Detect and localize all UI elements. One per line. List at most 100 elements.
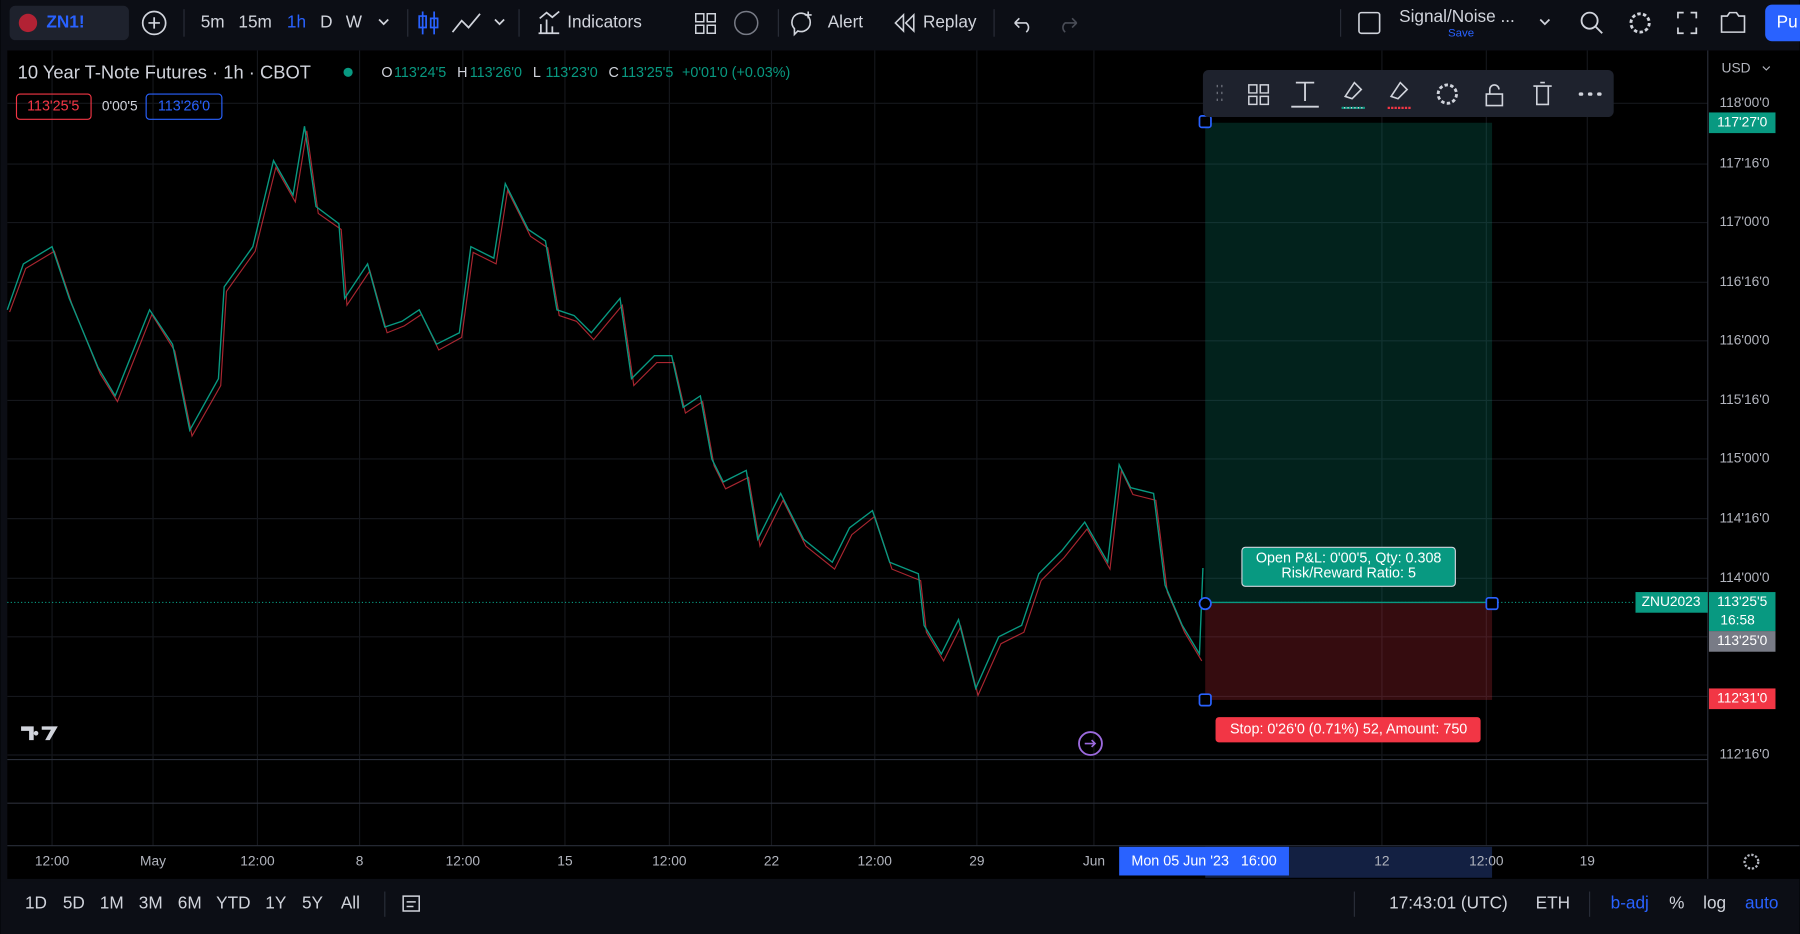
- scale-option[interactable]: b-adj: [1611, 893, 1649, 913]
- range-button[interactable]: 1Y: [265, 893, 287, 913]
- save-button[interactable]: Save: [1448, 27, 1474, 39]
- settings-icon[interactable]: [1436, 83, 1458, 105]
- fullscreen-icon[interactable]: [1677, 11, 1698, 35]
- jump-arrow: [1084, 739, 1097, 748]
- target-price: 117'27'0: [1717, 114, 1767, 129]
- range-button[interactable]: 1D: [25, 893, 47, 913]
- range-button[interactable]: 1M: [100, 893, 124, 913]
- stop-price: 112'31'0: [1717, 690, 1767, 705]
- ohlc-label: H: [457, 65, 467, 81]
- jump-icon[interactable]: [1078, 731, 1103, 756]
- layouts-icon[interactable]: [695, 13, 717, 35]
- bottom-bar: [0, 881, 1800, 934]
- templates-icon[interactable]: [734, 10, 759, 36]
- time-label: 22: [764, 853, 779, 868]
- handle[interactable]: [1198, 693, 1212, 707]
- time-label: 12:00: [35, 853, 70, 868]
- range-button[interactable]: All: [341, 893, 360, 913]
- last-price-badge: [1708, 592, 1776, 632]
- template-icon[interactable]: [1248, 84, 1270, 106]
- dropdown-icon[interactable]: [1762, 66, 1771, 71]
- ohlc-label: O: [381, 65, 392, 81]
- range-button[interactable]: YTD: [216, 893, 250, 913]
- interval-button[interactable]: 1h: [287, 11, 306, 31]
- replay-icon[interactable]: [894, 12, 915, 33]
- time-label: 12:00: [240, 853, 275, 868]
- text-icon[interactable]: [1291, 81, 1319, 108]
- candles-icon[interactable]: [418, 11, 439, 35]
- handle[interactable]: [1198, 115, 1212, 129]
- time-label: 12:00: [858, 853, 893, 868]
- time-label: 12:00: [446, 853, 481, 868]
- replay-button[interactable]: Replay: [923, 11, 977, 31]
- symbol-button[interactable]: [9, 5, 129, 41]
- date-range-icon[interactable]: [402, 895, 420, 912]
- drag-handle[interactable]: [1216, 84, 1223, 101]
- crosshair-time: Mon 05 Jun '23 16:00: [1131, 853, 1276, 869]
- stop-zone[interactable]: [1205, 602, 1493, 700]
- interval-button[interactable]: 15m: [238, 11, 271, 31]
- scale-option[interactable]: auto: [1745, 893, 1778, 913]
- time-label: 15: [557, 853, 573, 868]
- range-button[interactable]: 5Y: [302, 893, 324, 913]
- line-tool-icon[interactable]: [451, 13, 481, 33]
- target-zone[interactable]: [1205, 122, 1493, 603]
- dropdown-icon[interactable]: [378, 18, 389, 26]
- interval-button[interactable]: W: [346, 11, 363, 31]
- fill-down-icon[interactable]: [1389, 81, 1409, 100]
- layout-checkbox[interactable]: [1358, 11, 1381, 35]
- lock-icon[interactable]: [1485, 84, 1504, 107]
- alert-icon[interactable]: [791, 11, 812, 37]
- price-candles-up: [6, 126, 1204, 691]
- dropdown-icon[interactable]: [494, 18, 505, 26]
- price-label: 118'00'0: [1719, 95, 1769, 110]
- time-label: 29: [969, 853, 984, 868]
- dropdown-icon[interactable]: [1539, 18, 1551, 26]
- indicators-button[interactable]: Indicators: [567, 11, 642, 31]
- chart-area: [7, 50, 1800, 879]
- stop-info: Stop: 0'26'0 (0.71%) 52, Amount: 750: [1230, 722, 1467, 738]
- time-label: May: [140, 853, 166, 868]
- undo-icon[interactable]: [1014, 17, 1030, 33]
- search-icon[interactable]: [1580, 11, 1599, 30]
- settings-icon[interactable]: [1629, 12, 1651, 34]
- publish-label[interactable]: Pu: [1777, 11, 1798, 31]
- interval-button[interactable]: 5m: [201, 11, 225, 31]
- scale-option[interactable]: log: [1703, 893, 1726, 913]
- bid[interactable]: 113'25'5: [27, 98, 79, 114]
- handle[interactable]: [1485, 596, 1499, 611]
- delete-icon[interactable]: [1533, 81, 1552, 106]
- tv-logo[interactable]: [21, 726, 58, 741]
- price-label: 114'16'0: [1719, 510, 1769, 525]
- chart-title: 10 Year T-Note Futures · 1h · CBOT: [18, 61, 311, 82]
- time-label: 12:00: [652, 853, 687, 868]
- handle[interactable]: [1198, 596, 1212, 611]
- ask[interactable]: 113'26'0: [158, 98, 210, 114]
- currency[interactable]: USD: [1722, 60, 1751, 75]
- bid-box[interactable]: [15, 93, 92, 120]
- symbol[interactable]: ZN1!: [46, 11, 84, 31]
- snapshot-icon[interactable]: [1720, 11, 1746, 33]
- publish-button[interactable]: [1765, 4, 1800, 42]
- clock[interactable]: 17:43:01 (UTC): [1389, 893, 1508, 913]
- range-button[interactable]: 3M: [139, 893, 163, 913]
- redo-icon[interactable]: [1062, 17, 1078, 33]
- session[interactable]: ETH: [1536, 893, 1570, 913]
- time-label: Jun: [1083, 853, 1105, 868]
- scale-option[interactable]: %: [1669, 893, 1684, 913]
- layout-name[interactable]: Signal/Noise ...: [1399, 6, 1515, 26]
- range-button[interactable]: 6M: [178, 893, 202, 913]
- interval-button[interactable]: D: [320, 11, 332, 31]
- compare-button[interactable]: [141, 10, 167, 36]
- ohlc-value: 113'24'5: [394, 65, 446, 81]
- ask-box[interactable]: [145, 93, 223, 120]
- price-label: 116'16'0: [1719, 274, 1769, 289]
- crosshair-badge: [1119, 846, 1289, 876]
- price-label: 117'00'0: [1719, 214, 1769, 229]
- bottom-controls: 1D 5D 1M 3M 6M YTD 1Y 5Y All b-adj% log auto: [25, 891, 1778, 917]
- risk-reward: Risk/Reward Ratio: 5: [1281, 565, 1416, 581]
- alert-button[interactable]: Alert: [828, 11, 864, 31]
- range-button[interactable]: 5D: [63, 893, 85, 913]
- axis-settings[interactable]: [1743, 853, 1760, 870]
- indicators-icon[interactable]: [538, 10, 560, 35]
